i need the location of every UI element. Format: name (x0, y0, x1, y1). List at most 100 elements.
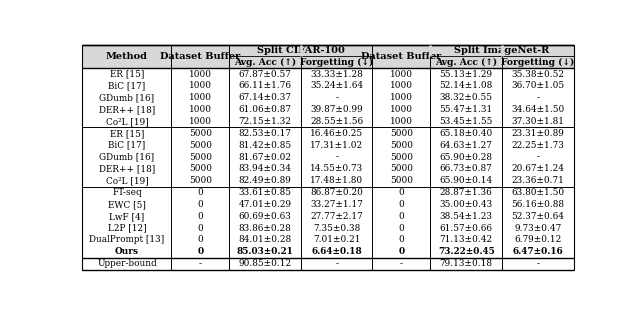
Text: 28.87±1.36: 28.87±1.36 (440, 188, 493, 197)
Text: 65.90±0.14: 65.90±0.14 (440, 176, 493, 185)
Text: -: - (400, 259, 403, 268)
Text: 33.61±0.85: 33.61±0.85 (239, 188, 292, 197)
Text: 67.87±0.57: 67.87±0.57 (239, 70, 292, 79)
Text: 66.11±1.76: 66.11±1.76 (239, 81, 292, 91)
Text: 66.73±0.87: 66.73±0.87 (440, 165, 493, 174)
Text: 6.79±0.12: 6.79±0.12 (514, 235, 561, 244)
Text: 23.31±0.89: 23.31±0.89 (511, 129, 564, 138)
Text: 0: 0 (198, 200, 204, 209)
Text: DER++ [18]: DER++ [18] (99, 165, 155, 174)
Text: LwF [4]: LwF [4] (109, 212, 145, 221)
Text: Forgetting (↓): Forgetting (↓) (300, 58, 373, 67)
Text: 1000: 1000 (390, 70, 413, 79)
Text: 81.42±0.85: 81.42±0.85 (239, 141, 292, 150)
Text: GDumb [16]: GDumb [16] (99, 93, 154, 102)
Text: 34.64±1.50: 34.64±1.50 (511, 105, 564, 114)
Text: -: - (536, 153, 540, 161)
Text: 61.06±0.87: 61.06±0.87 (239, 105, 292, 114)
Text: DualPrompt [13]: DualPrompt [13] (90, 235, 164, 244)
Text: -: - (199, 259, 202, 268)
Text: 55.47±1.31: 55.47±1.31 (440, 105, 493, 114)
Text: 61.57±0.66: 61.57±0.66 (440, 224, 493, 233)
Text: 14.55±0.73: 14.55±0.73 (310, 165, 364, 174)
Text: 1000: 1000 (189, 70, 212, 79)
Text: 35.38±0.52: 35.38±0.52 (511, 70, 564, 79)
Text: 36.70±1.05: 36.70±1.05 (511, 81, 564, 91)
Text: 47.01±0.29: 47.01±0.29 (239, 200, 292, 209)
Text: 1000: 1000 (189, 93, 212, 102)
Text: 1000: 1000 (390, 81, 413, 91)
Text: 33.27±1.17: 33.27±1.17 (310, 200, 363, 209)
Text: 0: 0 (399, 235, 404, 244)
Text: 5000: 5000 (189, 129, 212, 138)
Text: 38.32±0.55: 38.32±0.55 (440, 93, 493, 102)
Text: GDumb [16]: GDumb [16] (99, 153, 154, 161)
Text: 0: 0 (198, 235, 204, 244)
Text: 6.47±0.16: 6.47±0.16 (513, 247, 563, 256)
Text: -: - (335, 153, 338, 161)
Text: 5000: 5000 (189, 153, 212, 161)
Text: 35.00±0.43: 35.00±0.43 (440, 200, 493, 209)
Text: 55.13±1.29: 55.13±1.29 (440, 70, 493, 79)
Text: 1000: 1000 (189, 105, 212, 114)
Text: 5000: 5000 (390, 141, 413, 150)
Text: 6.64±0.18: 6.64±0.18 (311, 247, 362, 256)
Text: 5000: 5000 (390, 129, 413, 138)
Text: 1000: 1000 (390, 93, 413, 102)
Text: 1000: 1000 (390, 117, 413, 126)
Text: 71.13±0.42: 71.13±0.42 (440, 235, 493, 244)
Text: 86.87±0.20: 86.87±0.20 (310, 188, 363, 197)
Text: Avg. Acc (↑): Avg. Acc (↑) (435, 58, 497, 67)
Text: 52.37±0.64: 52.37±0.64 (511, 212, 564, 221)
Text: 1000: 1000 (390, 105, 413, 114)
Text: 5000: 5000 (189, 165, 212, 174)
Text: 81.67±0.02: 81.67±0.02 (239, 153, 292, 161)
Text: L2P [12]: L2P [12] (108, 224, 147, 233)
Text: Forgetting (↓): Forgetting (↓) (501, 58, 574, 67)
Text: -: - (335, 93, 338, 102)
Text: 23.36±0.71: 23.36±0.71 (511, 176, 564, 185)
Text: 65.90±0.28: 65.90±0.28 (440, 153, 493, 161)
Text: Avg. Acc (↑): Avg. Acc (↑) (234, 58, 296, 67)
Text: 39.87±0.99: 39.87±0.99 (310, 105, 363, 114)
Text: -: - (536, 93, 540, 102)
Text: 85.03±0.21: 85.03±0.21 (237, 247, 294, 256)
Text: 0: 0 (399, 188, 404, 197)
Text: 73.22±0.45: 73.22±0.45 (438, 247, 495, 256)
Text: Split ImageNet-R: Split ImageNet-R (454, 46, 550, 55)
Text: 0: 0 (399, 200, 404, 209)
Text: 84.01±0.28: 84.01±0.28 (239, 235, 292, 244)
Text: 35.24±1.64: 35.24±1.64 (310, 81, 364, 91)
Text: 83.86±0.28: 83.86±0.28 (239, 224, 292, 233)
Text: 0: 0 (399, 224, 404, 233)
Text: EWC [5]: EWC [5] (108, 200, 146, 209)
Text: 22.25±1.73: 22.25±1.73 (511, 141, 564, 150)
Text: Method: Method (106, 52, 148, 61)
Text: 5000: 5000 (390, 176, 413, 185)
Text: 0: 0 (197, 247, 204, 256)
Text: Upper-bound: Upper-bound (97, 259, 157, 268)
Text: 0: 0 (198, 212, 204, 221)
Text: 0: 0 (198, 224, 204, 233)
Text: 52.14±1.08: 52.14±1.08 (440, 81, 493, 91)
Text: Ours: Ours (115, 247, 139, 256)
Text: FT-seq: FT-seq (112, 188, 142, 197)
Text: 82.53±0.17: 82.53±0.17 (239, 129, 292, 138)
Text: 38.54±1.23: 38.54±1.23 (440, 212, 493, 221)
Text: 33.33±1.28: 33.33±1.28 (310, 70, 363, 79)
Text: 65.18±0.40: 65.18±0.40 (440, 129, 493, 138)
Text: 5000: 5000 (189, 141, 212, 150)
Text: 9.73±0.47: 9.73±0.47 (514, 224, 561, 233)
Text: 79.13±0.18: 79.13±0.18 (440, 259, 493, 268)
Text: 37.30±1.81: 37.30±1.81 (511, 117, 564, 126)
Text: 0: 0 (399, 247, 404, 256)
Text: Split CIFAR-100: Split CIFAR-100 (257, 46, 345, 55)
Text: 90.85±0.12: 90.85±0.12 (239, 259, 292, 268)
Text: 60.69±0.63: 60.69±0.63 (239, 212, 292, 221)
Text: 56.16±0.88: 56.16±0.88 (511, 200, 564, 209)
Text: 72.15±1.32: 72.15±1.32 (239, 117, 292, 126)
Text: 27.77±2.17: 27.77±2.17 (310, 212, 363, 221)
Text: Co²L [19]: Co²L [19] (106, 117, 148, 126)
Bar (83, 44, 573, 68)
Text: 82.49±0.89: 82.49±0.89 (239, 176, 292, 185)
